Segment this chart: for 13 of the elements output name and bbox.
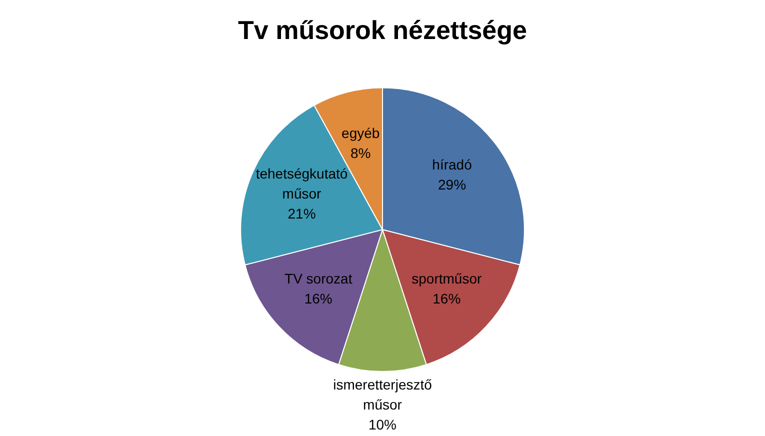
slice-label: egyéb [342,125,380,142]
data-label: 29% [438,176,466,193]
slice-label: ismeretterjesztő műsor [333,376,432,412]
slice-label: tehetségkutató műsor [256,166,348,202]
slice-label: TV sorozat [284,270,352,287]
data-label: 16% [432,290,461,307]
data-label: 21% [288,206,316,222]
data-label: 8% [350,145,371,162]
data-label: 16% [304,290,332,307]
slice-label: sportműsor [412,270,482,287]
slice-label: híradó [432,156,472,173]
data-label: 10% [368,416,397,432]
chart-title: Tv műsorok nézettsége [238,14,527,45]
